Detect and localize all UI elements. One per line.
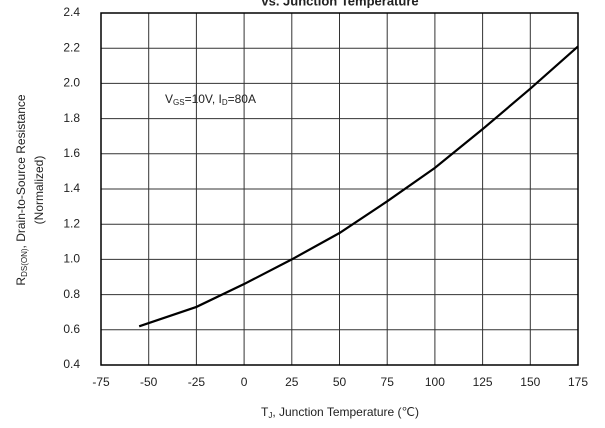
y-tick-label: 1.6 bbox=[63, 146, 80, 160]
x-tick-label: -75 bbox=[92, 375, 110, 389]
annotation: VGS=10V, ID=80A bbox=[165, 92, 256, 107]
y-tick-label: 2.0 bbox=[63, 76, 80, 90]
annotation-part: =10V, I bbox=[185, 92, 222, 106]
x-label-sub: J bbox=[268, 411, 272, 420]
x-tick-label: 150 bbox=[520, 375, 540, 389]
y-tick-label: 1.4 bbox=[63, 181, 80, 195]
x-axis-label: TJ, Junction Temperature (℃) bbox=[261, 405, 419, 420]
annotation-sub: D bbox=[222, 98, 228, 107]
y-tick-label: 0.4 bbox=[63, 357, 80, 371]
x-tick-label: 100 bbox=[425, 375, 445, 389]
x-tick-label: 50 bbox=[333, 375, 347, 389]
y-tick-label: 1.8 bbox=[63, 111, 80, 125]
annotation-part: =80A bbox=[228, 92, 256, 106]
x-label-part: T bbox=[261, 405, 269, 419]
chart-title: vs. Junction Temperature bbox=[261, 0, 418, 8]
x-tick-label: 25 bbox=[285, 375, 299, 389]
x-tick-label: -50 bbox=[140, 375, 158, 389]
y-label-part: R bbox=[14, 277, 28, 286]
y-tick-label: 1.2 bbox=[63, 216, 80, 230]
x-tick-label: 0 bbox=[241, 375, 248, 389]
x-tick-label: -25 bbox=[188, 375, 206, 389]
y-label-part: , Drain-to-Source Resistance bbox=[14, 94, 28, 248]
annotation-part: V bbox=[165, 92, 173, 106]
x-tick-label: 175 bbox=[568, 375, 588, 389]
y-label-sub: DS(ON) bbox=[20, 248, 29, 277]
x-tick-label: 75 bbox=[381, 375, 395, 389]
y-tick-label: 0.8 bbox=[63, 287, 80, 301]
y-tick-label: 0.6 bbox=[63, 322, 80, 336]
y-axis-label: RDS(ON), Drain-to-Source Resistance bbox=[14, 94, 29, 286]
x-tick-label: 125 bbox=[473, 375, 493, 389]
curve bbox=[138, 45, 579, 328]
y-tick-label: 2.4 bbox=[63, 5, 80, 19]
y-tick-label: 1.0 bbox=[63, 252, 80, 266]
x-label-part: , Junction Temperature (℃) bbox=[272, 405, 419, 419]
plot-frame bbox=[100, 12, 579, 366]
y-tick-label: 2.2 bbox=[63, 40, 80, 54]
y-axis-label-2: (Normalized) bbox=[32, 156, 46, 225]
annotation-sub: GS bbox=[173, 98, 185, 107]
